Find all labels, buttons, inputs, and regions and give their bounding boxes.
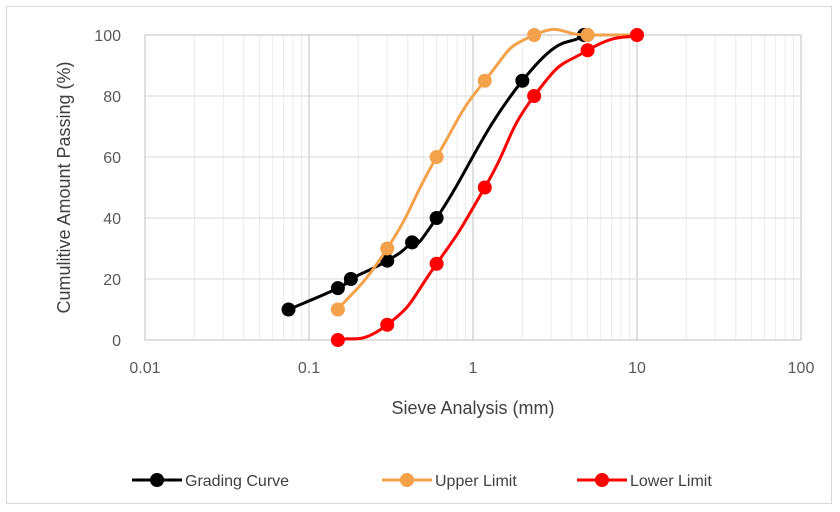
x-tick-label: 0.1 [298,360,320,377]
chart-frame [6,6,832,504]
legend-label-upper-limit: Upper Limit [435,473,517,490]
y-tick-label: 40 [103,211,121,228]
x-axis-ticks: 0.01 0.1 1 10 100 [129,360,814,377]
series-grading-curve [281,28,591,317]
point-lower-limit [580,43,595,58]
x-tick-label: 10 [628,360,646,377]
point-lower-limit [429,256,444,271]
point-grading-curve [330,281,345,296]
line-upper-limit [336,27,639,311]
point-grading-curve [429,211,444,225]
point-upper-limit [477,73,492,88]
legend-marker-lower-limit [595,473,609,487]
point-grading-curve [343,272,358,286]
y-axis-title: Cumulitive Amount Passing (%) [54,61,74,313]
point-upper-limit [527,28,542,42]
x-tick-label: 100 [788,360,815,377]
x-tick-label: 0.01 [129,360,160,377]
point-lower-limit [527,89,542,103]
point-upper-limit [380,241,395,256]
y-tick-label: 20 [103,272,121,289]
legend-item-grading-curve: Grading Curve [132,473,289,490]
legend-label-lower-limit: Lower Limit [630,473,712,490]
legend-item-upper-limit: Upper Limit [382,473,517,490]
point-upper-limit [429,150,444,164]
y-tick-label: 100 [94,28,121,45]
point-grading-curve [515,73,530,88]
legend: Grading Curve Upper Limit Lower Limit [132,473,712,490]
y-tick-label: 60 [103,150,121,167]
x-axis-title: Sieve Analysis (mm) [391,398,554,418]
plot-area-border [144,34,802,341]
legend-label-grading-curve: Grading Curve [185,473,289,490]
point-lower-limit [630,28,644,42]
point-lower-limit [330,333,345,347]
legend-marker-grading-curve [150,473,164,487]
point-upper-limit [330,302,345,317]
point-upper-limit [580,28,595,42]
point-grading-curve [405,235,420,250]
series-lower-limit [330,28,644,347]
y-tick-label: 0 [112,333,121,350]
point-grading-curve [380,253,395,268]
x-tick-label: 1 [469,360,478,377]
series [281,27,644,347]
legend-item-lower-limit: Lower Limit [577,473,712,490]
y-axis-ticks: 0 20 40 60 80 100 [94,28,121,350]
point-lower-limit [477,180,492,195]
point-lower-limit [380,317,395,332]
y-tick-label: 80 [103,89,121,106]
legend-marker-upper-limit [400,473,414,487]
grid [144,34,802,341]
series-upper-limit [330,27,644,317]
point-grading-curve [281,302,296,317]
